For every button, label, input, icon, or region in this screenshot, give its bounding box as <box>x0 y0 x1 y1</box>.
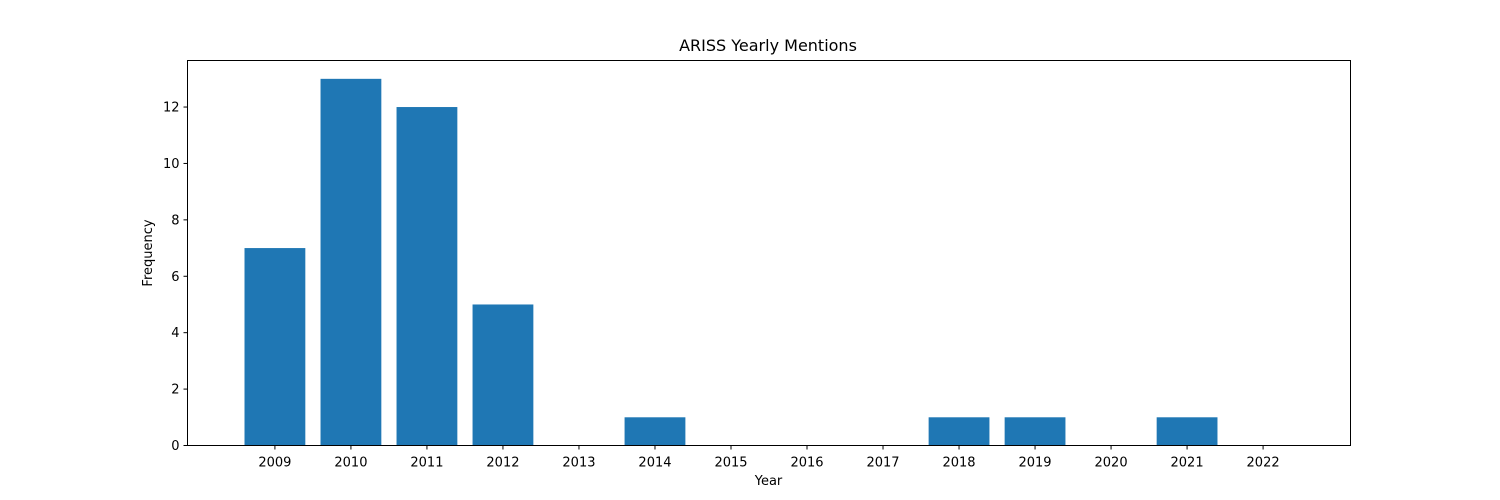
y-tick-label: 0 <box>171 439 179 454</box>
x-tick-label: 2017 <box>866 456 899 471</box>
x-tick-label: 2022 <box>1247 456 1280 471</box>
bars-group <box>244 78 1218 446</box>
y-tick-label: 10 <box>163 157 180 172</box>
x-tick-label: 2021 <box>1171 456 1204 471</box>
chart-title: ARISS Yearly Mentions <box>679 36 857 55</box>
x-tick-label: 2016 <box>790 456 823 471</box>
bar-2018 <box>928 417 990 446</box>
bar-2021 <box>1156 417 1218 446</box>
bar-2019 <box>1004 417 1066 446</box>
bar-2010 <box>320 78 382 446</box>
y-axis-label: Frequency <box>141 219 156 286</box>
x-axis-label: Year <box>754 474 783 489</box>
x-tick-label: 2018 <box>942 456 975 471</box>
x-tick-label: 2009 <box>258 456 291 471</box>
x-tick-label: 2019 <box>1018 456 1051 471</box>
x-tick-label: 2020 <box>1095 456 1128 471</box>
x-axis-ticks: 2009 2010 2011 2012 2013 2014 2015 2016 2017 2018… <box>258 445 1280 471</box>
y-tick-label: 12 <box>163 101 180 116</box>
y-tick-label: 4 <box>171 326 179 341</box>
plot-frame <box>187 60 1351 446</box>
x-tick-label: 2014 <box>638 456 671 471</box>
x-tick-label: 2011 <box>410 456 443 471</box>
x-tick-label: 2013 <box>562 456 595 471</box>
x-tick-label: 2010 <box>334 456 367 471</box>
x-tick-label: 2015 <box>714 456 747 471</box>
y-tick-label: 2 <box>171 383 179 398</box>
bar-2012 <box>472 304 534 446</box>
y-tick-label: 6 <box>171 270 179 285</box>
bar-2009 <box>244 248 306 446</box>
y-tick-label: 8 <box>171 213 179 228</box>
bar-2011 <box>396 107 458 446</box>
y-axis-ticks: 0 2 4 6 8 10 12 <box>163 101 188 454</box>
x-tick-label: 2012 <box>486 456 519 471</box>
bar-2014 <box>624 417 686 446</box>
